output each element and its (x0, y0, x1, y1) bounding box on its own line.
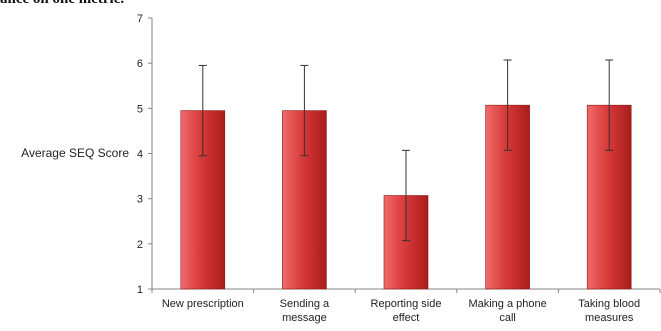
y-tick-label: 5 (137, 103, 143, 115)
preceding-text-fragment: ance on one metric. (0, 0, 124, 8)
y-tick-label: 1 (137, 284, 143, 296)
x-category-label: Making a phone call (468, 298, 546, 324)
y-axis: 1 2 3 4 5 6 7 (137, 13, 153, 296)
error-bars (198, 59, 614, 242)
x-category-label: Sending a message (280, 298, 330, 324)
x-category-label: Taking blood measures (578, 298, 640, 324)
x-category-label: New prescription (162, 298, 244, 310)
y-tick-label: 4 (137, 149, 143, 161)
y-tick-label: 6 (137, 58, 143, 70)
x-axis (151, 288, 661, 293)
y-axis-title: Average SEQ Score (21, 146, 129, 160)
y-tick-label: 3 (137, 194, 143, 206)
x-category-label: Reporting side effect (371, 298, 442, 324)
category-labels: New prescription Sending a message Reportin… (162, 298, 640, 324)
y-tick-label: 7 (137, 13, 143, 25)
y-tick-label: 2 (137, 239, 143, 251)
